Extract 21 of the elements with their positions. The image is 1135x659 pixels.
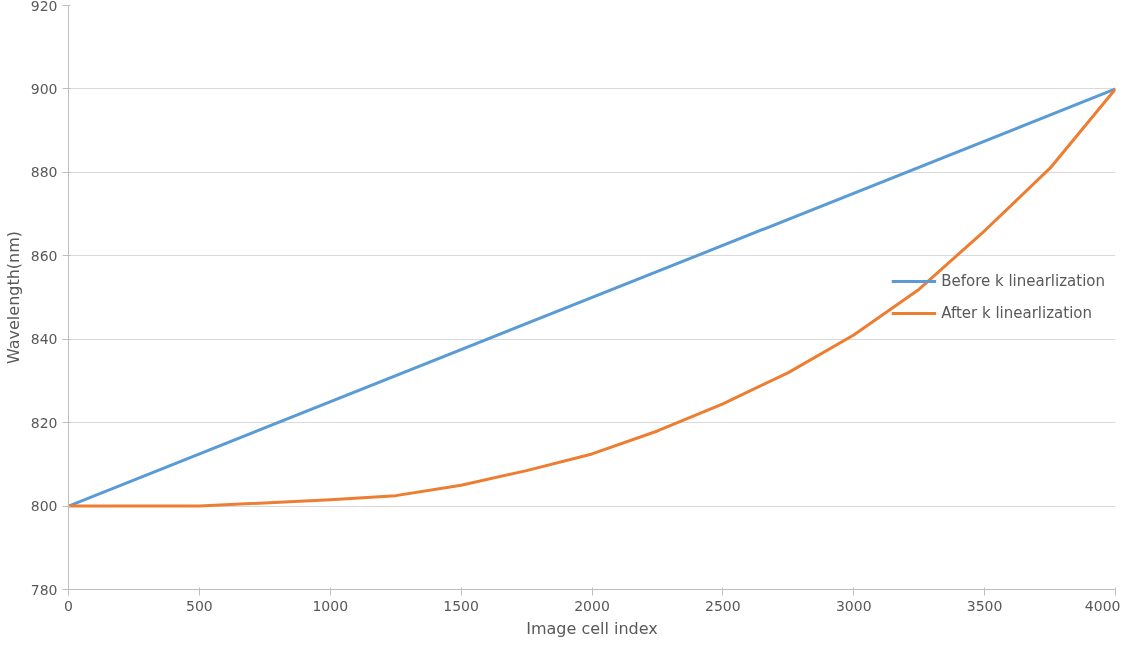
x-tick-label: 3000: [835, 597, 872, 614]
y-tick-label: 860: [30, 247, 58, 264]
x-tick-label: 4000: [1084, 597, 1121, 614]
legend-label: After k linearlization: [941, 304, 1092, 322]
x-tick-label: 1000: [312, 597, 349, 614]
x-axis-title: Image cell index: [526, 618, 658, 638]
y-tick-label: 780: [30, 581, 58, 598]
y-axis-title: Wavelength(nm): [3, 230, 23, 365]
y-tick-label: 840: [30, 331, 58, 348]
y-tick-label: 900: [30, 80, 58, 97]
x-tick-label: 500: [186, 597, 213, 614]
x-tick-label: 2000: [574, 597, 610, 614]
x-tick-label: 1500: [443, 597, 479, 614]
y-tick-label: 920: [30, 0, 58, 14]
y-tick-label: 820: [30, 414, 58, 431]
y-tick-label: 800: [30, 498, 58, 515]
legend-label: Before k linearlization: [941, 272, 1105, 290]
x-tick-label: 3500: [966, 597, 1003, 614]
y-tick-label: 880: [30, 164, 58, 181]
x-tick-label: 2500: [705, 597, 741, 614]
x-tick-label: 0: [64, 597, 73, 614]
